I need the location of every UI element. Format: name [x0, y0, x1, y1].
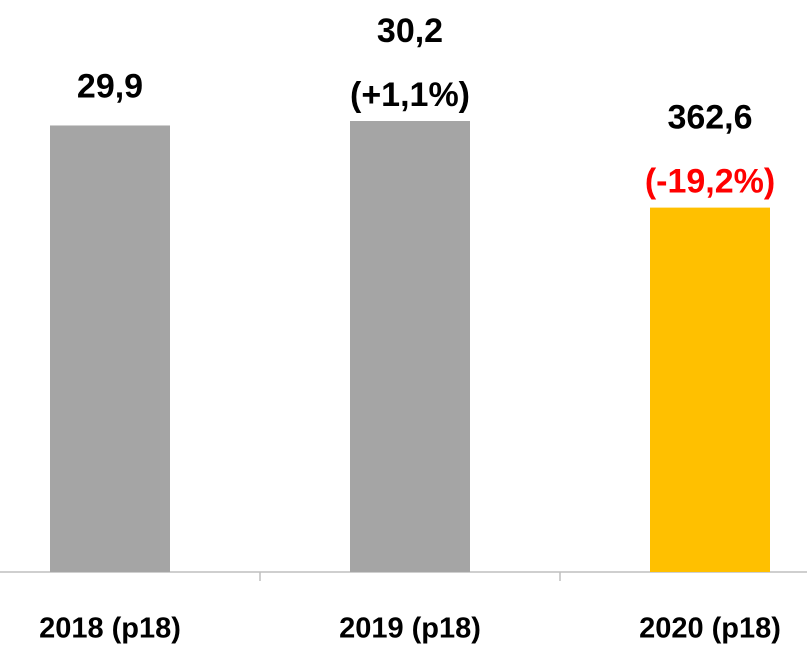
x-tick-label: 2019 (p18) — [339, 613, 481, 645]
bar — [50, 125, 170, 572]
bar-label: 30,2 — [377, 12, 443, 50]
bar — [350, 121, 470, 572]
bar-label: 29,9 — [77, 67, 143, 105]
change-label: (-19,2%) — [645, 163, 775, 201]
bar-label: 362,6 — [667, 99, 752, 137]
bar — [650, 207, 770, 572]
change-label: (+1,1%) — [350, 76, 470, 114]
x-tick-label: 2020 (p18) — [639, 613, 781, 645]
x-tick-label: 2018 (p18) — [39, 613, 181, 645]
